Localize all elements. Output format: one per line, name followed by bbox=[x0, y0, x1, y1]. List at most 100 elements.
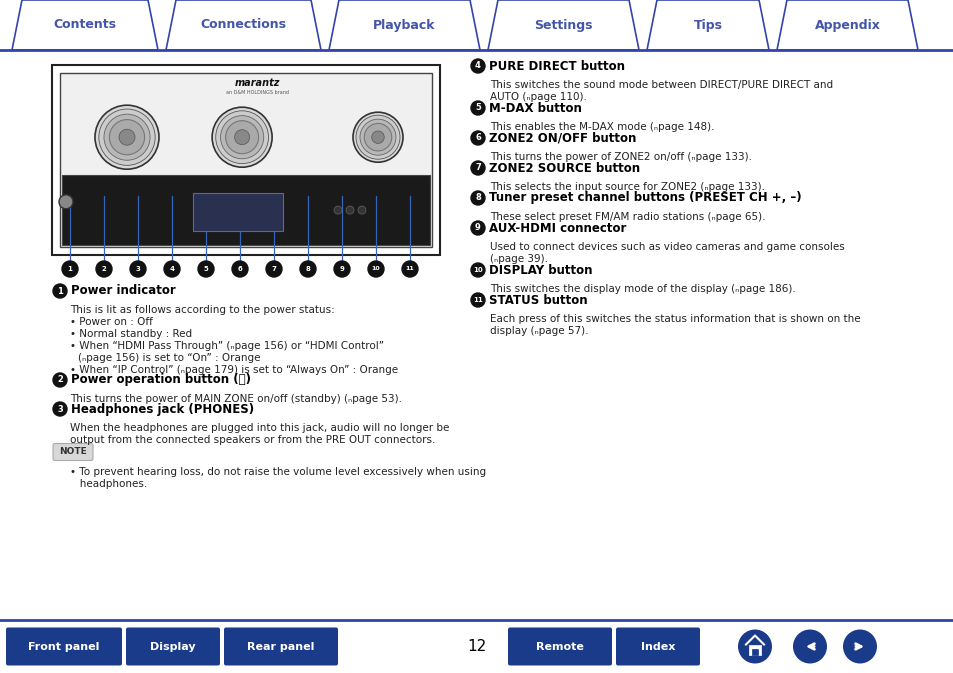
Circle shape bbox=[372, 131, 384, 143]
Circle shape bbox=[232, 261, 248, 277]
Text: Connections: Connections bbox=[200, 18, 286, 32]
Text: 8: 8 bbox=[305, 266, 310, 272]
Circle shape bbox=[130, 261, 146, 277]
Circle shape bbox=[104, 114, 150, 160]
Text: Index: Index bbox=[640, 641, 675, 651]
Text: Playback: Playback bbox=[373, 18, 436, 32]
Text: M-DAX button: M-DAX button bbox=[489, 102, 581, 114]
Text: When the headphones are plugged into this jack, audio will no longer be: When the headphones are plugged into thi… bbox=[70, 423, 449, 433]
Circle shape bbox=[471, 101, 484, 115]
Polygon shape bbox=[329, 0, 479, 50]
Circle shape bbox=[334, 206, 341, 214]
Circle shape bbox=[212, 107, 272, 167]
Text: • To prevent hearing loss, do not raise the volume level excessively when using: • To prevent hearing loss, do not raise … bbox=[70, 467, 486, 477]
Text: 2: 2 bbox=[57, 376, 63, 384]
Text: ZONE2 ON/OFF button: ZONE2 ON/OFF button bbox=[489, 131, 636, 145]
Text: This is lit as follows according to the power status:: This is lit as follows according to the … bbox=[70, 305, 335, 315]
Text: This turns the power of ZONE2 on/off (ₙpage 133).: This turns the power of ZONE2 on/off (ₙp… bbox=[490, 152, 751, 162]
Text: AUTO (ₙpage 110).: AUTO (ₙpage 110). bbox=[490, 92, 586, 102]
Text: This selects the input source for ZONE2 (ₙpage 133).: This selects the input source for ZONE2 … bbox=[490, 182, 764, 192]
Text: marantz: marantz bbox=[234, 78, 280, 88]
Text: 12: 12 bbox=[467, 639, 486, 654]
Circle shape bbox=[110, 120, 145, 155]
Text: DISPLAY button: DISPLAY button bbox=[489, 264, 592, 277]
Bar bbox=[0, 620, 953, 673]
Text: 7: 7 bbox=[272, 266, 276, 272]
Text: 7: 7 bbox=[475, 164, 480, 172]
Bar bbox=[62, 175, 430, 245]
Circle shape bbox=[471, 191, 484, 205]
Text: (ₙpage 39).: (ₙpage 39). bbox=[490, 254, 547, 264]
Text: Headphones jack (PHONES): Headphones jack (PHONES) bbox=[71, 402, 253, 415]
Text: Settings: Settings bbox=[534, 18, 592, 32]
Text: 4: 4 bbox=[170, 266, 174, 272]
Text: • When “IP Control” (ₙpage 179) is set to “Always On” : Orange: • When “IP Control” (ₙpage 179) is set t… bbox=[70, 365, 397, 375]
Circle shape bbox=[842, 629, 876, 664]
Text: 11: 11 bbox=[405, 267, 414, 271]
Text: 5: 5 bbox=[203, 266, 208, 272]
Polygon shape bbox=[776, 0, 917, 50]
Text: STATUS button: STATUS button bbox=[489, 293, 587, 306]
Text: 3: 3 bbox=[57, 404, 63, 413]
Text: 1: 1 bbox=[68, 266, 72, 272]
FancyBboxPatch shape bbox=[224, 627, 337, 666]
Text: Power operation button (⏻): Power operation button (⏻) bbox=[71, 374, 251, 386]
Circle shape bbox=[353, 112, 402, 162]
Text: 1: 1 bbox=[57, 287, 63, 295]
Circle shape bbox=[164, 261, 180, 277]
Text: display (ₙpage 57).: display (ₙpage 57). bbox=[490, 326, 588, 336]
Circle shape bbox=[59, 194, 73, 209]
Text: • When “HDMI Pass Through” (ₙpage 156) or “HDMI Control”: • When “HDMI Pass Through” (ₙpage 156) o… bbox=[70, 341, 384, 351]
Bar bbox=[193, 192, 283, 231]
Text: 9: 9 bbox=[475, 223, 480, 232]
Circle shape bbox=[471, 263, 484, 277]
Circle shape bbox=[198, 261, 213, 277]
Text: 6: 6 bbox=[237, 266, 242, 272]
Polygon shape bbox=[166, 0, 320, 50]
Text: 3: 3 bbox=[135, 266, 140, 272]
FancyBboxPatch shape bbox=[126, 627, 220, 666]
Circle shape bbox=[119, 129, 135, 145]
Polygon shape bbox=[12, 0, 158, 50]
Circle shape bbox=[738, 629, 771, 664]
Text: 6: 6 bbox=[475, 133, 480, 143]
Bar bbox=[52, 65, 439, 255]
Text: 8: 8 bbox=[475, 194, 480, 203]
Text: headphones.: headphones. bbox=[70, 479, 147, 489]
Circle shape bbox=[401, 261, 417, 277]
FancyBboxPatch shape bbox=[6, 627, 122, 666]
Circle shape bbox=[334, 261, 350, 277]
Text: Front panel: Front panel bbox=[29, 641, 99, 651]
Polygon shape bbox=[646, 0, 768, 50]
Text: This switches the sound mode between DIRECT/PURE DIRECT and: This switches the sound mode between DIR… bbox=[490, 80, 832, 90]
Bar bbox=[751, 649, 758, 655]
Circle shape bbox=[471, 161, 484, 175]
Circle shape bbox=[355, 115, 399, 160]
Text: Display: Display bbox=[150, 641, 195, 651]
Text: Appendix: Appendix bbox=[814, 18, 880, 32]
Text: • Normal standby : Red: • Normal standby : Red bbox=[70, 329, 192, 339]
Text: Used to connect devices such as video cameras and game consoles: Used to connect devices such as video ca… bbox=[490, 242, 843, 252]
FancyBboxPatch shape bbox=[507, 627, 612, 666]
Text: (ₙpage 156) is set to “On” : Orange: (ₙpage 156) is set to “On” : Orange bbox=[78, 353, 260, 363]
FancyBboxPatch shape bbox=[616, 627, 700, 666]
Bar bbox=[60, 73, 432, 247]
Text: Rear panel: Rear panel bbox=[247, 641, 314, 651]
Text: 10: 10 bbox=[473, 267, 482, 273]
Circle shape bbox=[471, 59, 484, 73]
Circle shape bbox=[53, 402, 67, 416]
Text: 4: 4 bbox=[475, 61, 480, 71]
Text: output from the connected speakers or from the PRE OUT connectors.: output from the connected speakers or fr… bbox=[70, 435, 435, 445]
Circle shape bbox=[266, 261, 282, 277]
Circle shape bbox=[53, 373, 67, 387]
Circle shape bbox=[220, 116, 263, 159]
Text: Remote: Remote bbox=[536, 641, 583, 651]
Circle shape bbox=[234, 130, 250, 145]
Circle shape bbox=[346, 206, 354, 214]
Circle shape bbox=[471, 131, 484, 145]
Circle shape bbox=[215, 111, 268, 164]
Circle shape bbox=[364, 123, 392, 151]
Circle shape bbox=[357, 206, 366, 214]
Text: NOTE: NOTE bbox=[59, 448, 87, 456]
Circle shape bbox=[792, 629, 826, 664]
